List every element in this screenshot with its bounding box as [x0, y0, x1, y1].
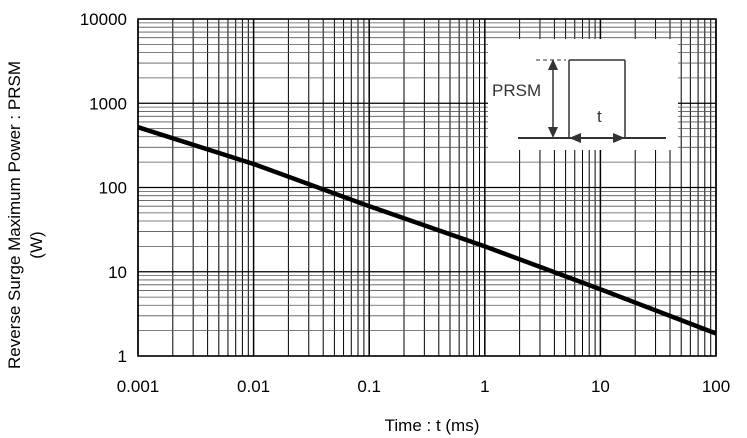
x-tick-label: 1 [480, 377, 489, 396]
y-tick-label: 10000 [80, 10, 127, 29]
inset-duration-arrow-head-left [569, 133, 581, 143]
y-tick-label: 100 [99, 179, 127, 198]
pulse-inset: PRSM t [488, 39, 678, 150]
inset-duration-arrow-head-right [613, 133, 625, 143]
x-tick-label: 0.001 [117, 377, 160, 396]
x-tick-label: 100 [702, 377, 730, 396]
series-layer [137, 125, 717, 336]
x-tick-labels: 0.001 0.01 0.1 1 10 100 [117, 377, 730, 396]
y-tick-label: 1 [118, 347, 127, 366]
y-tick-labels: 1 10 100 1000 10000 [80, 10, 127, 366]
y-tick-label: 1000 [89, 94, 127, 113]
x-tick-label: 0.01 [237, 377, 270, 396]
x-axis-title: Time : t (ms) [385, 416, 480, 435]
inset-amplitude-arrow-head-top [548, 59, 558, 70]
inset-background [488, 39, 678, 150]
inset-amplitude-arrow-head-bottom [548, 127, 558, 138]
x-tick-label: 10 [591, 377, 610, 396]
y-axis-title-line1: Reverse Surge Maximum Power : PRSM [5, 61, 24, 369]
x-tick-label: 0.1 [357, 377, 381, 396]
y-tick-label: 10 [108, 263, 127, 282]
y-axis-title-line2: (W) [27, 231, 46, 258]
inset-duration-label: t [597, 107, 602, 126]
inset-amplitude-label: PRSM [492, 81, 541, 100]
series-line-0 [137, 125, 717, 336]
plot-frame [137, 18, 717, 357]
